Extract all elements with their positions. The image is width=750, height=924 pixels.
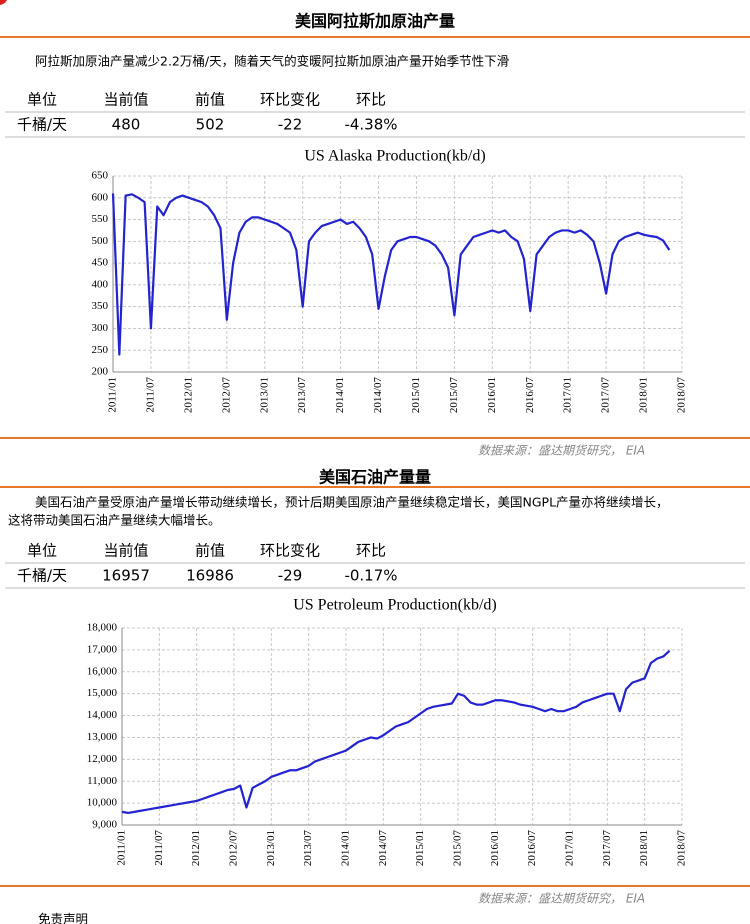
table-header: 单位	[27, 542, 57, 560]
x-tick-label: 2018/07	[676, 377, 688, 414]
x-tick-label: 2018/01	[638, 377, 650, 413]
x-tick-label: 2015/07	[452, 830, 464, 867]
x-tick-label: 2017/01	[562, 377, 574, 413]
x-tick-label: 2016/07	[524, 377, 536, 414]
y-tick-label: 450	[92, 257, 109, 269]
y-tick-label: 400	[92, 278, 109, 290]
summary: 美国石油产量受原油产量增长带动继续增长，预计后期美国原油产量继续稳定增长，美国N…	[35, 495, 669, 510]
y-tick-label: 11,000	[87, 775, 117, 787]
x-tick-label: 2011/01	[116, 830, 128, 866]
y-tick-label: 200	[92, 366, 109, 378]
table-cell: 千桶/天	[17, 567, 67, 585]
x-tick-label: 2017/01	[564, 830, 576, 866]
corner-mark	[0, 0, 7, 5]
y-tick-label: 300	[92, 322, 109, 334]
x-tick-label: 2013/07	[296, 377, 308, 414]
x-tick-label: 2016/01	[486, 377, 498, 413]
x-tick-label: 2016/07	[526, 830, 538, 867]
table-cell: 16986	[186, 567, 234, 585]
x-tick-label: 2014/07	[377, 830, 389, 867]
x-tick-label: 2013/07	[302, 830, 314, 867]
section-title: 美国阿拉斯加原油产量	[295, 12, 455, 31]
y-tick-label: 500	[92, 235, 109, 247]
y-tick-label: 9,000	[92, 819, 117, 831]
x-tick-label: 2011/01	[107, 377, 119, 413]
x-tick-label: 2018/07	[676, 830, 688, 867]
footer: 免责声明	[38, 912, 88, 924]
y-tick-label: 600	[92, 191, 109, 203]
table-cell: 16957	[102, 567, 150, 585]
x-tick-label: 2012/01	[190, 830, 202, 866]
table-cell: 千桶/天	[17, 116, 67, 134]
table-header: 单位	[27, 91, 57, 109]
table-cell: -0.17%	[344, 567, 397, 585]
source: 数据来源：盛达期货研究， EIA	[478, 892, 645, 906]
y-tick-label: 350	[92, 300, 109, 312]
x-tick-label: 2015/01	[410, 377, 422, 413]
y-tick-label: 250	[92, 344, 109, 356]
x-tick-label: 2012/07	[228, 830, 240, 867]
chart-title: US Alaska Production(kb/d)	[304, 148, 485, 165]
table-header: 环比变化	[260, 91, 320, 109]
x-tick-label: 2012/01	[182, 377, 194, 413]
x-tick-label: 2015/07	[448, 377, 460, 414]
table-header: 环比	[356, 542, 386, 560]
x-tick-label: 2012/07	[220, 377, 232, 414]
summary: 阿拉斯加原油产量减少2.2万桶/天，随着天气的变暖阿拉斯加原油产量开始季节性下滑	[35, 54, 509, 69]
x-tick-label: 2017/07	[601, 830, 613, 867]
x-tick-label: 2011/07	[153, 830, 165, 866]
x-tick-label: 2013/01	[258, 377, 270, 413]
y-tick-label: 18,000	[87, 622, 118, 634]
table-cell: 480	[112, 116, 141, 134]
x-tick-label: 2016/01	[489, 830, 501, 866]
y-tick-label: 16,000	[87, 665, 118, 677]
x-tick-label: 2011/07	[144, 377, 156, 413]
summary: 这将带动美国石油产量继续大幅增长。	[8, 513, 221, 528]
table-cell: -29	[278, 567, 303, 585]
y-tick-label: 550	[92, 213, 109, 225]
y-tick-label: 14,000	[87, 709, 118, 721]
y-tick-label: 650	[92, 170, 109, 182]
data-line	[121, 650, 671, 815]
table-header: 前值	[195, 91, 225, 109]
x-tick-label: 2014/01	[340, 830, 352, 866]
table-header: 当前值	[103, 91, 148, 109]
x-tick-label: 2018/01	[638, 830, 650, 866]
table-header: 环比变化	[260, 542, 320, 560]
data-line	[111, 193, 671, 356]
section-title: 美国石油产量量	[319, 468, 431, 487]
y-tick-label: 13,000	[87, 731, 118, 743]
x-tick-label: 2015/01	[414, 830, 426, 866]
chart-title: US Petroleum Production(kb/d)	[293, 597, 497, 614]
table-cell: -4.38%	[344, 116, 397, 134]
table-cell: -22	[278, 116, 303, 134]
x-tick-label: 2013/01	[265, 830, 277, 866]
table-cell: 502	[196, 116, 225, 134]
table-header: 当前值	[103, 542, 148, 560]
y-tick-label: 10,000	[87, 797, 118, 809]
x-tick-label: 2014/07	[372, 377, 384, 414]
source: 数据来源：盛达期货研究， EIA	[478, 444, 645, 458]
y-tick-label: 17,000	[87, 643, 118, 655]
y-tick-label: 15,000	[87, 687, 118, 699]
table-header: 前值	[195, 542, 225, 560]
x-tick-label: 2014/01	[334, 377, 346, 413]
x-tick-label: 2017/07	[600, 377, 612, 414]
y-tick-label: 12,000	[87, 753, 118, 765]
table-header: 环比	[356, 91, 386, 109]
